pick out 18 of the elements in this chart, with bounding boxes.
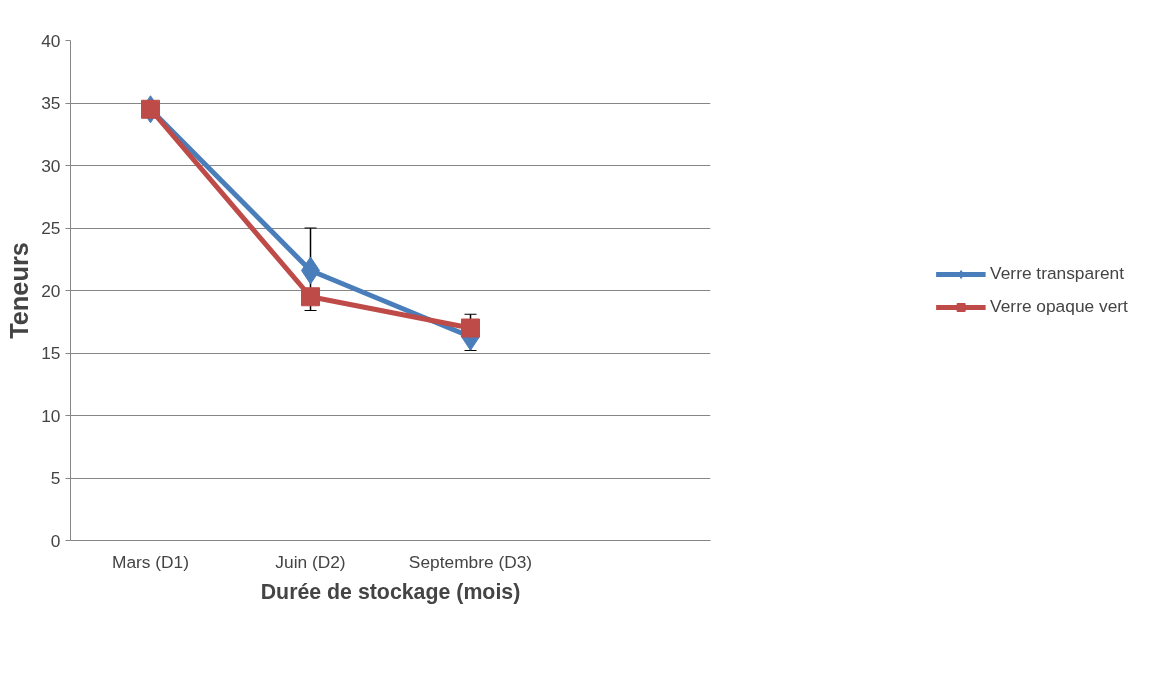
y-tick-label: 10 <box>41 405 61 426</box>
point <box>301 287 320 307</box>
legend-label: Verre opaque vert <box>990 296 1128 317</box>
y-tick-label: 40 <box>41 30 61 51</box>
y-tick-label: 30 <box>41 155 61 176</box>
x-axis-title: Durée de stockage (mois) <box>260 579 521 604</box>
y-tick-label: 0 <box>50 530 61 551</box>
legend-label: Verre transparent <box>990 263 1125 284</box>
y-tick-label: 5 <box>50 468 61 488</box>
y-tick-label: 15 <box>41 343 61 363</box>
x-tick-label: Juin (D2) <box>275 551 346 572</box>
y-tick-label: 20 <box>41 280 61 301</box>
x-tick-label: Mars (D1) <box>111 551 190 572</box>
x-tick-label: Septembre (D3) <box>408 551 533 572</box>
y-tick-label: 25 <box>41 218 61 238</box>
point <box>461 318 480 338</box>
y-axis-title: Teneurs <box>5 242 34 339</box>
y-tick-label: 35 <box>41 93 61 113</box>
